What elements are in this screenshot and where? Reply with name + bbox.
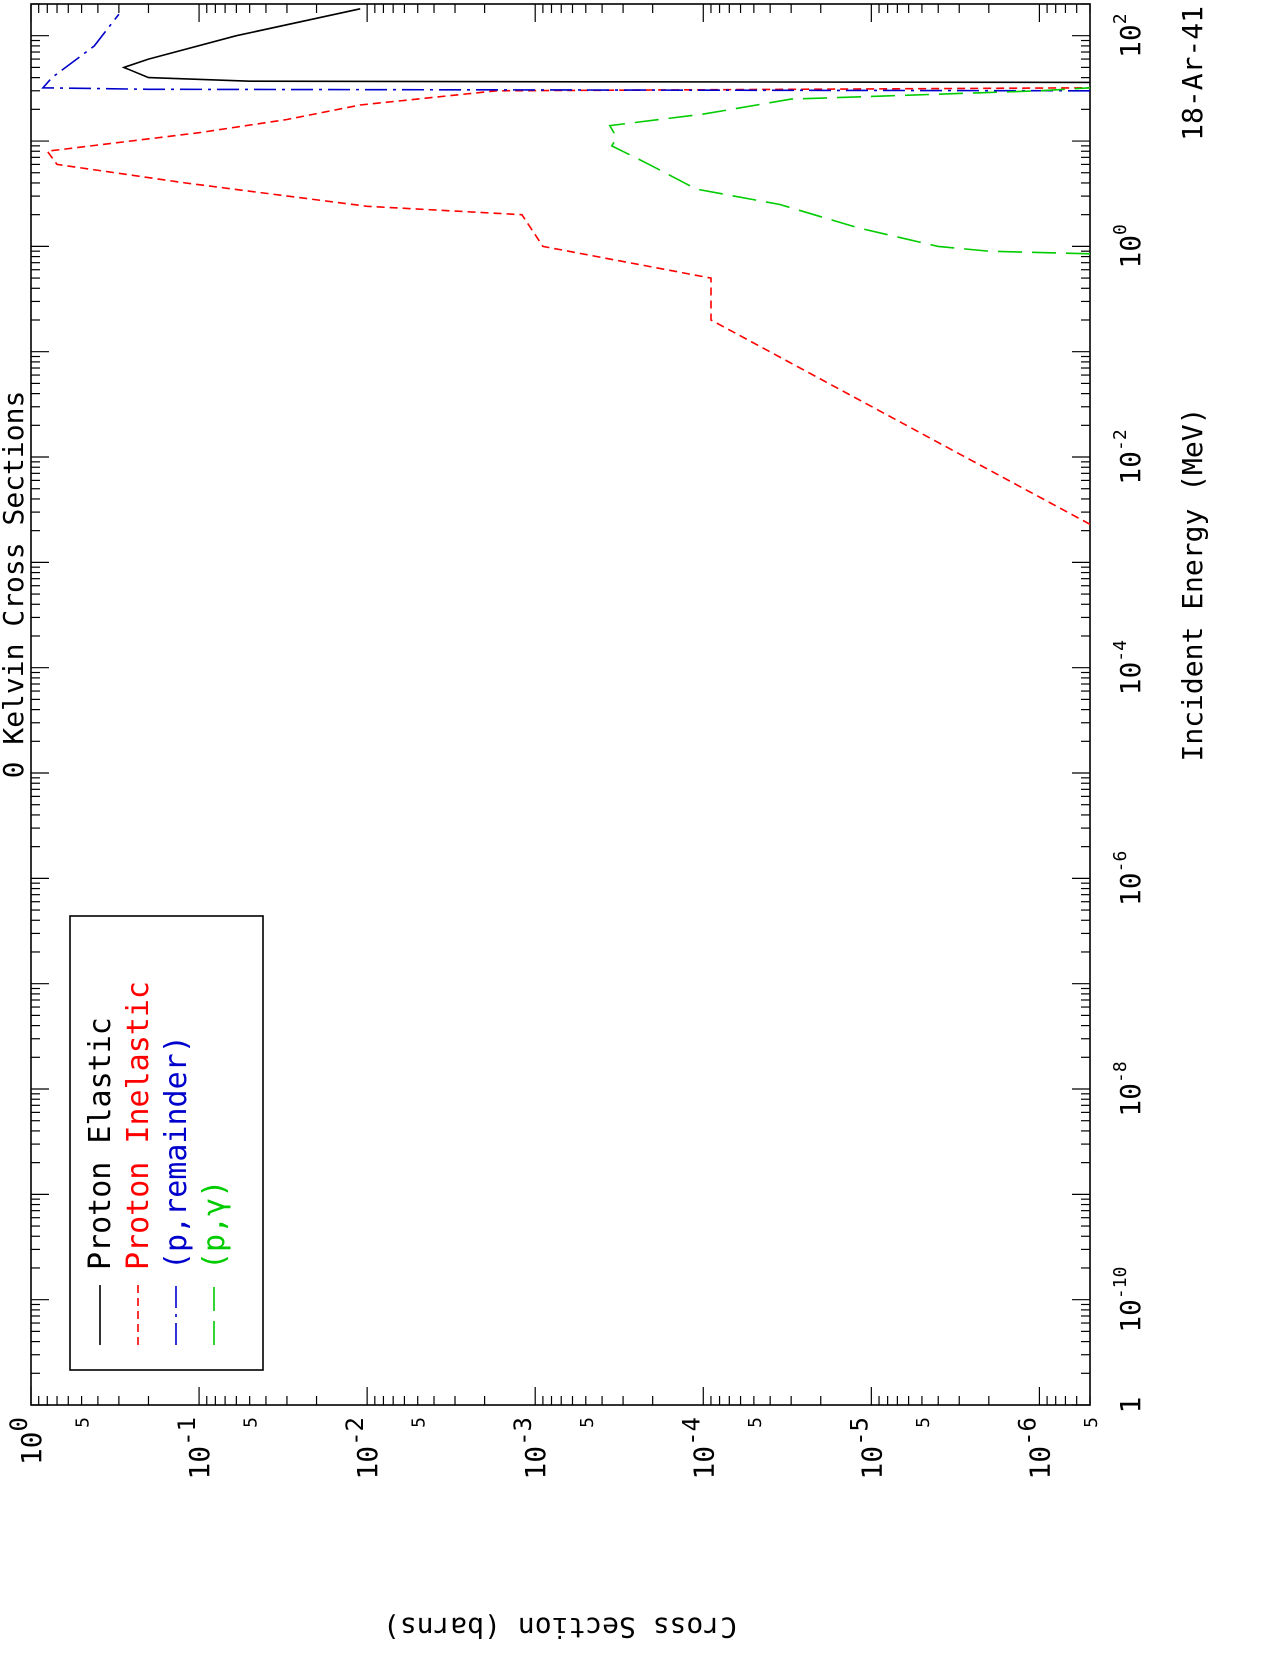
minor-ticks [31, 3, 1091, 1405]
legend: Proton Elastic Proton Inelastic (p,remaind… [69, 915, 264, 1371]
y-minor-label: 5 [409, 1417, 430, 1428]
major-ticks [30, 4, 1090, 1406]
y-tick-label: 10-1 [173, 1417, 216, 1480]
y-axis-label: Cross Section (barns) [383, 1611, 737, 1644]
series-lines [41, 8, 1091, 526]
series-line-2 [41, 13, 1091, 92]
legend-box [69, 915, 264, 1371]
x-tick-label: 1 [1114, 1397, 1147, 1414]
x-tick-label: 10-6 [1110, 851, 1147, 906]
y-minor-label: 5 [73, 1417, 94, 1428]
series-line-0 [121, 8, 1091, 84]
series-line-3 [608, 87, 1091, 255]
legend-label-2: (p,remainder) [159, 1035, 194, 1270]
y-minor-label: 5 [913, 1417, 934, 1428]
x-tick-label: 102 [1110, 13, 1147, 58]
x-axis-label: Incident Energy (MeV) [1176, 407, 1209, 761]
legend-label-1: Proton Inelastic [121, 981, 156, 1270]
x-tick-label: 10-8 [1110, 1061, 1147, 1116]
y-tick-label: 10-2 [341, 1417, 384, 1480]
y-tick-labels: 100 5 10-1 5 10-2 5 10-3 5 10-4 5 10-5 5 10-6 5 [5, 1417, 1102, 1480]
x-tick-label: 10-10 [1110, 1267, 1147, 1333]
y-minor-label: 5 [577, 1417, 598, 1428]
x-tick-label: 10-4 [1110, 640, 1147, 695]
corner-label: 18-Ar-41 [1176, 6, 1209, 141]
x-tick-label: 100 [1110, 224, 1147, 269]
y-minor-label: 5 [745, 1417, 766, 1428]
chart-title: 0 Kelvin Cross Sections [0, 391, 30, 779]
x-tick-label: 10-2 [1110, 429, 1147, 484]
y-tick-label: 100 [5, 1417, 48, 1465]
x-tick-labels: 1 10-10 10-8 10-6 10-4 10-2 100 102 [1110, 13, 1147, 1413]
series-line-1 [45, 87, 1091, 526]
y-minor-label: 5 [1081, 1417, 1102, 1428]
y-tick-label: 10-3 [509, 1417, 552, 1480]
legend-label-3: (p,γ) [197, 1180, 232, 1270]
plot-frame [30, 3, 1091, 1406]
legend-label-0: Proton Elastic [83, 1017, 118, 1270]
y-tick-label: 10-6 [1013, 1417, 1056, 1480]
y-tick-label: 10-4 [677, 1417, 720, 1480]
y-minor-label: 5 [241, 1417, 262, 1428]
y-tick-label: 10-5 [845, 1417, 888, 1480]
